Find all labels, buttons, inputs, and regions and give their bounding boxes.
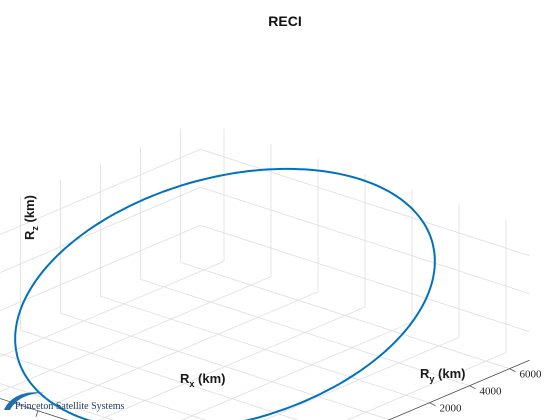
x-axis-label: Rx (km) — [180, 371, 225, 389]
orbit-series — [14, 167, 436, 420]
z-axis-label: Rz (km) — [22, 195, 40, 240]
gridline — [0, 224, 201, 311]
gridline — [0, 383, 115, 420]
gridline — [140, 278, 470, 387]
gridline — [98, 306, 366, 420]
y-tick-mark — [469, 385, 476, 390]
y-tick-label: 4000 — [480, 386, 503, 398]
orbit-line — [14, 167, 436, 420]
gridline — [0, 148, 201, 235]
gridline — [200, 148, 530, 257]
logo-swoosh-icon — [4, 392, 44, 410]
gridline — [180, 261, 510, 370]
chart-title: RECI — [268, 13, 301, 29]
gridline — [60, 312, 390, 420]
logo-text: Princeton Satellite Systems — [15, 401, 125, 412]
x-tick-label: -2000 — [8, 419, 34, 420]
y-tick-mark — [509, 368, 516, 373]
gridline — [0, 276, 272, 393]
y-axis-label: Ry (km) — [420, 366, 465, 384]
gridline — [200, 224, 530, 333]
grid — [0, 128, 530, 420]
gridline — [180, 321, 413, 420]
tick-labels: -6000-4000-20000200040006000-6000-4000-2… — [8, 369, 543, 420]
x-tick-mark — [35, 410, 39, 417]
y-tick-label: 2000 — [440, 403, 463, 415]
gridline — [0, 186, 201, 273]
gridline — [200, 186, 530, 295]
y-tick-mark — [429, 402, 436, 407]
gridline — [0, 353, 207, 420]
gridline — [100, 295, 430, 404]
y-tick-label: 6000 — [520, 369, 543, 381]
gridline — [346, 352, 507, 420]
gridline — [20, 329, 300, 420]
gridline — [0, 261, 225, 358]
company-logo: Princeton Satellite Systems — [4, 392, 125, 412]
